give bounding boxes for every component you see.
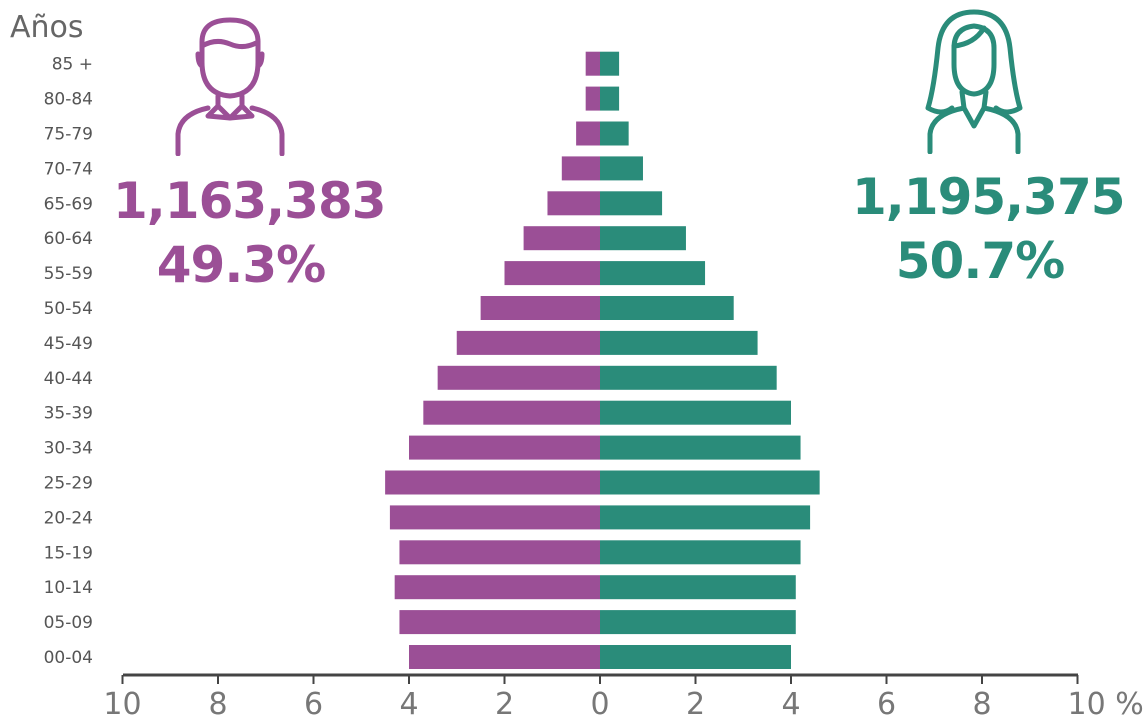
bar-male: [389, 505, 600, 530]
y-tick-label: 55-59: [44, 264, 93, 284]
bar-male: [585, 86, 600, 111]
y-tick-label: 25-29: [44, 474, 93, 494]
y-tick-label: 50-54: [44, 299, 93, 319]
y-tick-labels: 00-04 05-09 10-14 15-19 20-24 25-29 30-34 35-39…: [44, 55, 93, 668]
x-tick-label: 6: [877, 687, 896, 720]
bar-male: [423, 400, 600, 425]
x-tick-label: 4: [399, 687, 418, 720]
bar-male: [399, 610, 600, 635]
y-tick-label: 85 +: [52, 55, 93, 75]
bar-female: [600, 191, 663, 216]
bar-female: [600, 540, 801, 565]
x-tick-label: 0: [590, 687, 609, 720]
x-ticks: 10 8 6 4 2 0 2 4 6 8 10 %: [103, 675, 1143, 720]
y-tick-label: 00-04: [44, 648, 93, 668]
bar-female: [600, 645, 791, 669]
y-tick-label: 70-74: [44, 159, 93, 179]
x-tick-label: 2: [495, 687, 514, 720]
y-tick-label: 30-34: [44, 439, 93, 459]
bar-female: [600, 470, 820, 495]
man-icon: [175, 17, 285, 156]
bar-female: [600, 575, 796, 600]
woman-icon: [925, 9, 1023, 154]
bar-male: [409, 645, 600, 669]
bar-female: [600, 261, 706, 286]
y-tick-label: 10-14: [44, 578, 93, 598]
bar-female: [600, 365, 777, 390]
y-tick-label: 05-09: [44, 613, 93, 633]
bar-female: [600, 435, 801, 460]
bar-female: [600, 86, 620, 111]
bars-group: [385, 51, 820, 669]
female-population-percent: 50.7%: [895, 232, 1065, 290]
bar-female: [600, 226, 686, 251]
bar-female: [600, 51, 620, 76]
x-tick-label: 8: [972, 687, 991, 720]
y-tick-label: 45-49: [44, 334, 93, 354]
y-tick-label: 35-39: [44, 404, 93, 424]
bar-male: [394, 575, 600, 600]
bar-male: [585, 51, 600, 76]
bar-male: [547, 191, 600, 216]
bar-male: [504, 261, 600, 286]
bar-female: [600, 296, 734, 320]
y-tick-label: 75-79: [44, 125, 93, 145]
x-tick-label: 10 %: [1068, 687, 1143, 720]
y-axis-title: Años: [10, 10, 84, 45]
bar-male: [437, 365, 600, 390]
bar-male: [523, 226, 600, 251]
y-tick-label: 60-64: [44, 229, 93, 249]
y-tick-label: 40-44: [44, 369, 93, 389]
bar-female: [600, 505, 811, 530]
bar-female: [600, 156, 643, 181]
x-tick-label: 10: [103, 687, 141, 720]
y-tick-label: 65-69: [44, 194, 93, 214]
y-tick-label: 15-19: [44, 543, 93, 563]
male-population-total: 1,163,383: [113, 172, 387, 230]
y-tick-label: 20-24: [44, 508, 93, 528]
x-tick-label: 8: [208, 687, 227, 720]
bar-female: [600, 330, 758, 355]
bar-female: [600, 610, 796, 635]
bar-female: [600, 121, 629, 146]
bar-male: [576, 121, 600, 146]
x-tick-label: 4: [781, 687, 800, 720]
bar-male: [456, 330, 600, 355]
x-tick-label: 2: [686, 687, 705, 720]
y-tick-label: 80-84: [44, 90, 93, 110]
male-population-percent: 49.3%: [156, 236, 326, 294]
bar-male: [480, 296, 600, 320]
bar-female: [600, 400, 791, 425]
female-population-total: 1,195,375: [852, 168, 1126, 226]
bar-male: [561, 156, 600, 181]
bar-male: [409, 435, 600, 460]
x-tick-label: 6: [304, 687, 323, 720]
bar-male: [385, 470, 600, 495]
bar-male: [399, 540, 600, 565]
